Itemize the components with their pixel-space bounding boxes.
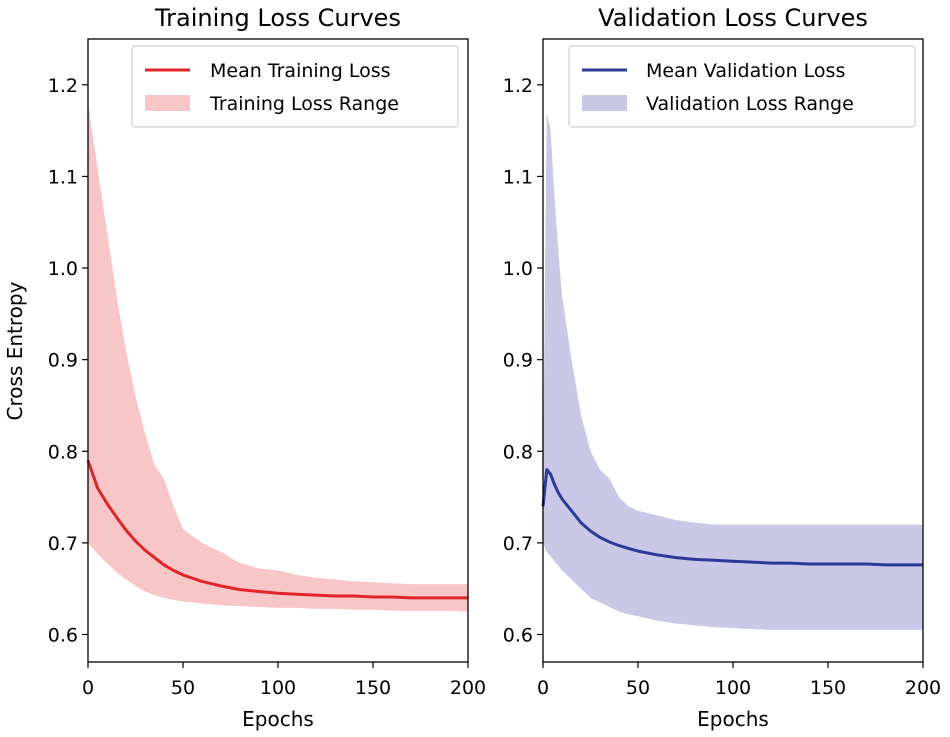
validation-loss-range-band [543,112,923,630]
x-tick-label: 150 [810,677,846,699]
y-tick-label: 1.0 [48,258,78,280]
y-tick-label: 1.1 [503,166,533,188]
y-tick-label: 1.0 [503,258,533,280]
x-tick-label: 200 [905,677,941,699]
y-tick-label: 0.9 [503,350,533,372]
x-tick-label: 150 [355,677,391,699]
legend-label: Mean Validation Loss [646,60,845,82]
y-tick-label: 0.7 [48,533,78,555]
x-tick-label: 50 [171,677,195,699]
x-tick-label: 100 [260,677,296,699]
y-tick-label: 0.6 [48,625,78,647]
validation-chart-title: Validation Loss Curves [598,4,868,32]
x-tick-label: 100 [715,677,751,699]
y-tick-label: 0.6 [503,625,533,647]
training-x-axis-label: Epochs [242,707,314,731]
training-loss-panel: Training Loss Curves 0.6 0.7 0.8 0.9 1.0 1.1 1… [3,4,486,731]
y-tick-label: 1.1 [48,166,78,188]
x-tick-label: 0 [82,677,94,699]
training-loss-range-band [88,103,468,612]
training-y-axis-label: Cross Entropy [3,281,27,420]
y-tick-label: 0.8 [503,441,533,463]
y-tick-label: 0.7 [503,533,533,555]
training-chart-title: Training Loss Curves [154,4,401,32]
x-tick-label: 50 [626,677,650,699]
legend-band-swatch [145,95,190,111]
validation-legend: Mean Validation Loss Validation Loss Ran… [568,45,916,128]
validation-mean-loss-line [541,468,923,567]
x-tick-label: 200 [450,677,486,699]
y-tick-label: 0.9 [48,350,78,372]
legend-label: Validation Loss Range [646,93,854,115]
legend-band-swatch [582,95,627,111]
y-tick-label: 0.8 [48,441,78,463]
y-tick-label: 1.2 [503,75,533,97]
x-tick-label: 0 [537,677,549,699]
training-mean-loss-line [86,459,468,600]
validation-x-axis: 0 50 100 150 200 [537,662,941,699]
legend-label: Training Loss Range [209,93,399,115]
legend-label: Mean Training Loss [210,60,391,82]
validation-y-axis: 0.6 0.7 0.8 0.9 1.0 1.1 1.2 [503,75,543,647]
training-y-axis: 0.6 0.7 0.8 0.9 1.0 1.1 1.2 [48,75,88,647]
training-legend: Mean Training Loss Training Loss Range [131,45,459,128]
y-tick-label: 1.2 [48,75,78,97]
validation-loss-panel: Validation Loss Curves 0.6 0.7 0.8 0.9 1.0 1.… [503,4,941,731]
training-x-axis: 0 50 100 150 200 [82,662,486,699]
validation-x-axis-label: Epochs [697,707,769,731]
